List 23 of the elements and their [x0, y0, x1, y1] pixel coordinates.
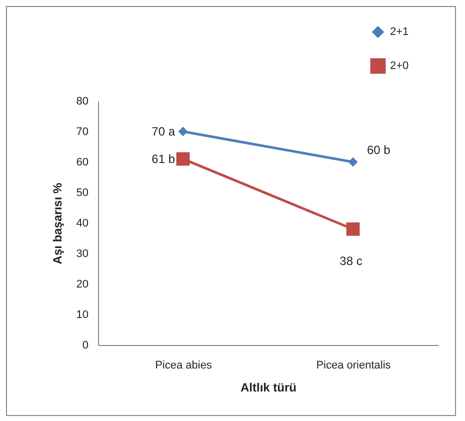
y-tick-label: 10	[76, 309, 88, 321]
data-label: 61 b	[152, 152, 176, 166]
data-label: 70 a	[152, 124, 176, 138]
point	[178, 126, 188, 136]
legend-label: 2+0	[390, 60, 409, 72]
data-label: 38 c	[340, 254, 362, 268]
y-tick-label: 80	[76, 96, 88, 108]
point	[176, 152, 190, 166]
y-tick-label: 60	[76, 156, 88, 168]
y-tick-label: 40	[76, 218, 88, 230]
y-tick-label: 50	[76, 187, 88, 199]
y-tick-label: 70	[76, 126, 88, 138]
data-label: 60 b	[367, 143, 391, 157]
y-tick-label: 0	[82, 340, 88, 352]
x-tick-label: Picea abies	[155, 360, 212, 372]
y-tick-label: 20	[76, 278, 88, 290]
y-axis-title: Aşı başarısı %	[50, 182, 64, 264]
y-tick-label: 30	[76, 248, 88, 260]
x-tick-label: Picea orientalis	[316, 360, 392, 372]
x-axis-title: Altlık türü	[240, 380, 296, 394]
point	[346, 222, 360, 236]
legend-label: 2+1	[390, 26, 409, 38]
point	[348, 157, 358, 167]
